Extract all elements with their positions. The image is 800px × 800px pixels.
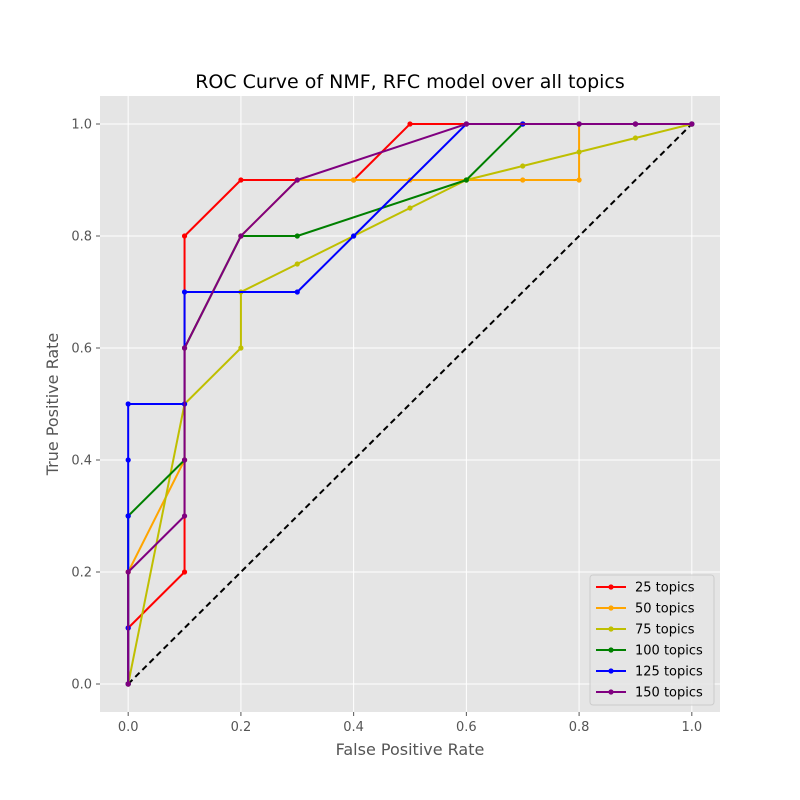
- data-point: [181, 513, 188, 519]
- data-point: [407, 121, 413, 127]
- legend-marker: [608, 584, 614, 590]
- data-point: [576, 149, 582, 155]
- data-point: [125, 681, 131, 687]
- legend-item: 150 topics: [596, 686, 703, 701]
- series-line: [127, 123, 693, 685]
- data-point: [294, 289, 300, 295]
- x-tick-label: 0.0: [118, 720, 139, 735]
- data-point: [294, 177, 300, 183]
- legend-label: 100 topics: [635, 644, 703, 659]
- legend-marker: [608, 668, 614, 674]
- x-tick-label: 0.8: [569, 720, 590, 735]
- chart-title: ROC Curve of NMF, RFC model over all top…: [195, 71, 625, 93]
- legend-item: 75 topics: [596, 623, 695, 638]
- data-point: [238, 177, 244, 183]
- data-point: [238, 345, 244, 351]
- legend-marker: [608, 647, 614, 653]
- grid: [100, 96, 720, 712]
- data-point: [181, 233, 188, 239]
- data-point: [181, 457, 188, 463]
- y-tick-label: 0.0: [71, 678, 92, 693]
- legend: 25 topics 50 topics 75 topics 100 topics 125…: [589, 574, 715, 706]
- data-point: [463, 121, 469, 127]
- data-point: [576, 177, 582, 183]
- legend-label: 75 topics: [635, 623, 695, 638]
- legend-label: 50 topics: [635, 602, 695, 617]
- y-axis-label: True Positive Rate: [43, 333, 62, 477]
- data-point: [125, 457, 131, 463]
- data-point: [351, 177, 357, 183]
- legend-item: 100 topics: [596, 644, 703, 659]
- x-tick-label: 0.6: [456, 720, 477, 735]
- data-point: [632, 135, 639, 141]
- y-tick-label: 0.2: [71, 566, 92, 581]
- legend-label: 25 topics: [635, 581, 695, 596]
- legend-item: 50 topics: [596, 602, 695, 617]
- legend-marker: [608, 605, 614, 611]
- data-point: [576, 121, 582, 127]
- x-tick-label: 1.0: [681, 720, 702, 735]
- y-tick-label: 0.4: [71, 454, 92, 469]
- legend-item: 125 topics: [596, 665, 703, 680]
- legend-marker: [608, 689, 614, 695]
- data-point: [689, 121, 695, 127]
- data-point: [125, 513, 131, 519]
- data-point: [407, 205, 413, 211]
- y-tick-label: 0.6: [71, 342, 92, 357]
- data-point: [181, 289, 188, 295]
- legend-label: 125 topics: [635, 665, 703, 680]
- legend-item: 25 topics: [596, 581, 695, 596]
- legend-marker: [608, 626, 614, 632]
- y-tick-labels: 0.0 0.2 0.4 0.6 0.8 1.0: [71, 118, 100, 693]
- chance-diagonal-line: [127, 123, 693, 685]
- data-point: [238, 233, 244, 239]
- legend-label: 150 topics: [635, 686, 703, 701]
- data-point: [463, 177, 469, 183]
- data-point: [632, 121, 639, 127]
- data-point: [125, 401, 131, 407]
- data-point: [125, 569, 131, 575]
- data-point: [181, 569, 188, 575]
- y-tick-label: 0.8: [71, 230, 92, 245]
- x-axis-label: False Positive Rate: [336, 740, 485, 759]
- y-tick-label: 1.0: [71, 118, 92, 133]
- x-tick-label: 0.2: [231, 720, 252, 735]
- series-5: [125, 121, 695, 687]
- x-tick-label: 0.4: [343, 720, 364, 735]
- data-point: [294, 233, 300, 239]
- x-tick-labels: 0.0 0.2 0.4 0.6 0.8 1.0: [118, 712, 702, 735]
- data-point: [520, 163, 526, 169]
- data-point: [351, 233, 357, 239]
- series-lines: [125, 121, 695, 687]
- data-point: [520, 177, 526, 183]
- data-point: [294, 261, 300, 267]
- data-point: [181, 345, 188, 351]
